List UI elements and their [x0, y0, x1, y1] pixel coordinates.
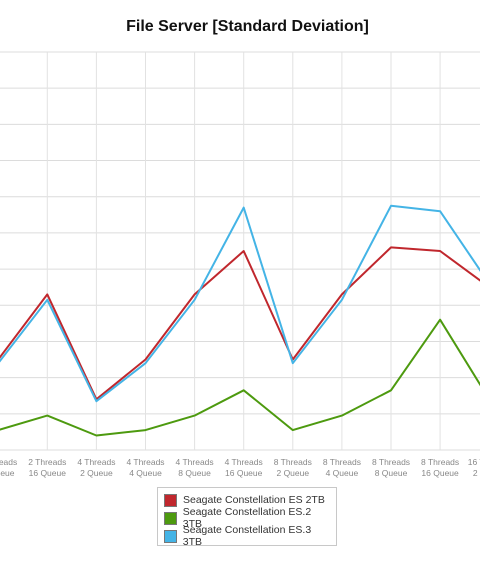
chart-title: File Server [Standard Deviation] [126, 18, 369, 35]
legend-swatch [164, 493, 177, 507]
x-tick-label: 8 Threads 16 Queue [421, 457, 459, 478]
series-line[interactable] [0, 318, 480, 437]
legend-swatch [164, 511, 177, 525]
x-tick-label: 4 Threads 16 Queue [225, 457, 263, 478]
x-tick-label: 2 Threads 16 Queue [28, 457, 66, 478]
x-tick-label: 4 Threads 4 Queue [126, 457, 164, 478]
legend-item[interactable]: Seagate Constellation ES.3 3TB [164, 524, 330, 548]
x-tick-label: 8 Threads 2 Queue [274, 457, 312, 478]
legend-item[interactable]: Seagate Constellation ES.2 3TB [164, 506, 330, 530]
x-tick-label: 8 Threads 4 Queue [323, 457, 361, 478]
legend-label: Seagate Constellation ES 2TB [183, 494, 325, 506]
series-line[interactable] [0, 246, 480, 401]
legend-item[interactable]: Seagate Constellation ES 2TB [164, 491, 330, 509]
chart-legend: Seagate Constellation ES 2TB Seagate Con… [157, 487, 337, 548]
x-tick-label: 4 Threads 2 Queue [77, 457, 115, 478]
series-line[interactable] [0, 204, 480, 403]
legend-swatch [164, 529, 177, 543]
x-tick-label: 8 Threads 8 Queue [372, 457, 410, 478]
legend-label: Seagate Constellation ES.3 3TB [182, 524, 312, 548]
legend-label: Seagate Constellation ES.2 3TB [182, 506, 312, 530]
x-tick-label: 4 Threads 8 Queue [176, 457, 214, 478]
